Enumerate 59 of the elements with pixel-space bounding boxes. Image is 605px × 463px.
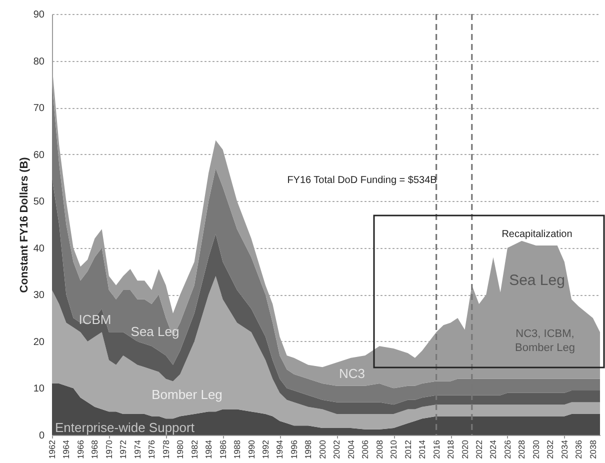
series-label: Enterprise-wide Support — [55, 420, 195, 435]
series-label: ICBM — [78, 312, 112, 327]
x-tick-label: 2032 — [545, 440, 556, 459]
x-tick-label: 1962 — [47, 440, 57, 459]
x-tick-label: 1964 — [61, 440, 72, 459]
series-label: Bomber Leg — [152, 387, 222, 402]
x-tick-label: 1980 — [175, 440, 186, 459]
x-tick-label: 1990 — [246, 440, 256, 459]
y-tick-label: 10 — [33, 384, 45, 395]
x-tick-label: 2014 — [417, 440, 428, 459]
x-tick-label: 1984 — [204, 440, 214, 459]
x-tick-label: 1972 — [118, 440, 128, 459]
x-tick-label: 1988 — [232, 440, 242, 459]
series-label: NC3 — [338, 366, 366, 381]
x-tick-label: 2028 — [516, 440, 527, 459]
annotation: Sea Leg — [509, 272, 565, 289]
annotation: FY16 Total DoD Funding = $534B — [287, 175, 438, 186]
x-tick-label: 2002 — [332, 440, 342, 459]
y-tick-label: 30 — [33, 290, 45, 302]
x-tick-label: 2012 — [402, 440, 413, 459]
x-tick-label: 1978 — [160, 440, 171, 459]
x-tick-label: 2018 — [446, 440, 456, 459]
x-tick-label: 1994 — [274, 440, 285, 459]
x-tick-label: 2030 — [530, 440, 541, 459]
x-tick-label: 1996 — [288, 440, 299, 459]
x-tick-label: 1986 — [218, 440, 228, 459]
x-tick-label: 2020 — [460, 440, 470, 459]
y-tick-label: 20 — [33, 336, 45, 348]
x-tick-label: 2038 — [588, 440, 598, 459]
y-tick-label: 70 — [33, 103, 45, 114]
y-tick-label: 60 — [33, 150, 45, 161]
x-tick-label: 2026 — [502, 440, 512, 459]
x-tick-label: 2006 — [360, 440, 370, 459]
annotation: NC3, ICBM, Bomber Leg — [515, 328, 575, 354]
x-tick-label: 2034 — [559, 440, 570, 459]
x-tick-label: 1976 — [146, 440, 157, 459]
y-tick-label: 50 — [33, 196, 45, 208]
x-tick-label: 1968 — [90, 440, 100, 459]
x-tick-label: 1966 — [75, 440, 86, 459]
series-label: Sea Leg — [130, 324, 180, 339]
y-tick-label: 0 — [38, 430, 45, 442]
x-tick-label: 1982 — [189, 440, 200, 459]
x-tick-label: 1998 — [303, 440, 314, 459]
x-tick-label: 1992 — [260, 440, 271, 459]
annotation: Recapitalization — [502, 229, 572, 240]
x-tick-label: 2022 — [474, 440, 484, 459]
x-tick-label: 2004 — [346, 440, 356, 459]
y-tick-label: 90 — [33, 10, 45, 20]
y-tick-label: 80 — [33, 56, 45, 68]
x-tick-label: 2016 — [431, 440, 442, 459]
x-tick-label: 2008 — [374, 440, 384, 459]
x-tick-label: 2036 — [574, 440, 584, 459]
y-axis-title: Constant FY16 Dollars (B) — [18, 156, 30, 293]
x-tick-label: 1970 — [104, 440, 114, 459]
y-tick-label: 40 — [33, 243, 45, 254]
x-tick-label: 2024 — [488, 440, 498, 459]
x-tick-label: 1974 — [132, 440, 142, 459]
x-tick-label: 2000 — [317, 440, 328, 459]
x-tick-label: 2010 — [388, 440, 399, 459]
